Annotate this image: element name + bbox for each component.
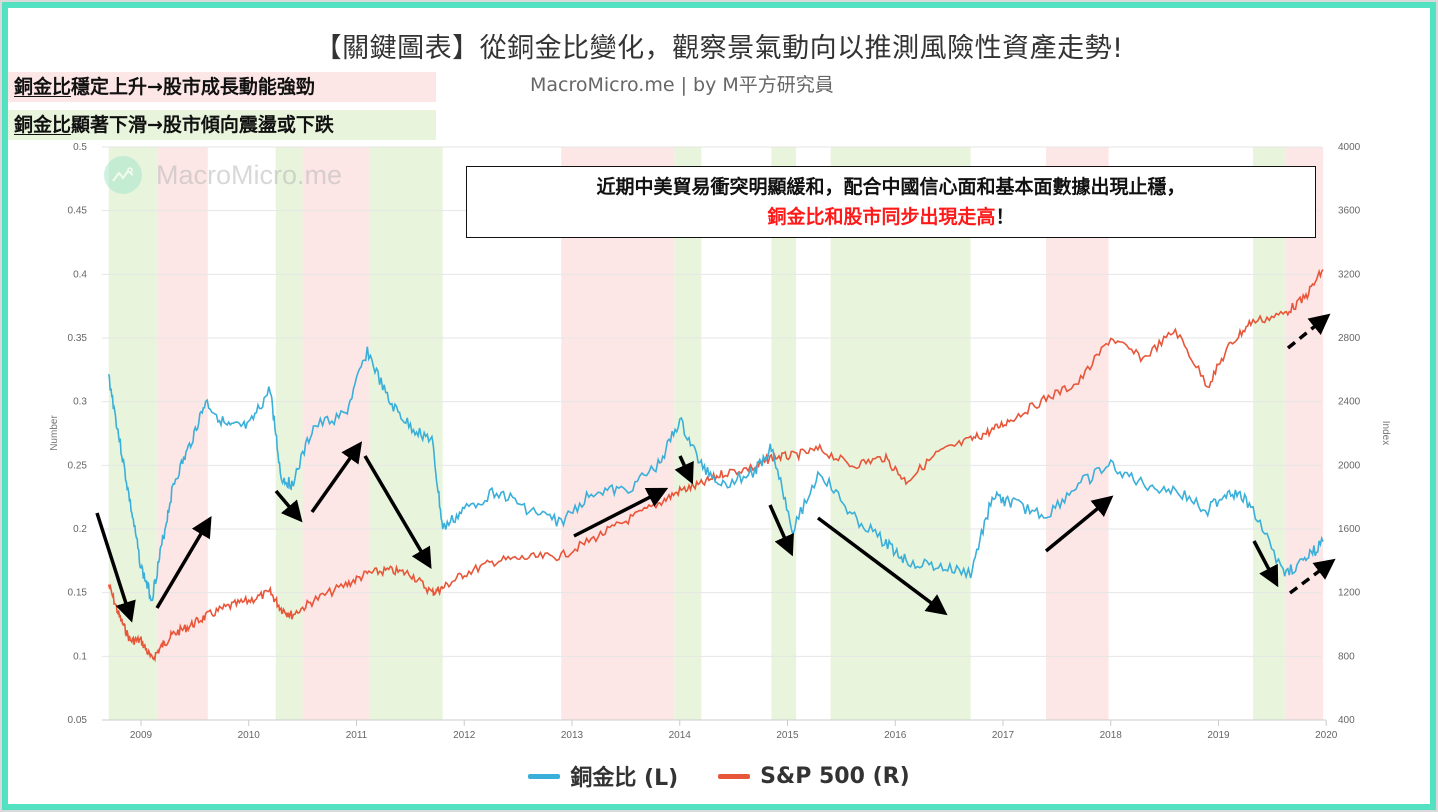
legend-item-copper-gold[interactable]: 銅金比 (L) bbox=[528, 760, 678, 792]
legend-label-sp500: S&P 500 (R) bbox=[760, 763, 910, 789]
shaded-band-red bbox=[302, 147, 370, 720]
x-tick: 2011 bbox=[346, 730, 368, 741]
y-tick-left: 0.35 bbox=[68, 333, 88, 344]
dashed-arrow-annotation bbox=[1288, 558, 1336, 595]
series-sp500 bbox=[107, 268, 1324, 663]
shaded-band-red bbox=[561, 147, 675, 720]
shaded-band-red bbox=[1046, 147, 1109, 720]
y-tick-left: 0.3 bbox=[73, 397, 87, 408]
shaded-band-green bbox=[674, 147, 702, 720]
x-tick: 2020 bbox=[1315, 730, 1338, 741]
note-rising: 銅金比穩定上升→股市成長動能強勁 bbox=[8, 72, 436, 102]
y-tick-right: 1200 bbox=[1338, 588, 1361, 599]
legend-swatch-copper-gold bbox=[528, 773, 561, 779]
legend-item-sp500[interactable]: S&P 500 (R) bbox=[718, 760, 910, 792]
shaded-band-green bbox=[369, 147, 443, 720]
y-tick-left: 0.1 bbox=[73, 651, 87, 662]
y-axis-title-left: Number bbox=[49, 415, 60, 451]
arrow-annotation bbox=[274, 489, 303, 523]
y-tick-right: 2400 bbox=[1338, 397, 1361, 408]
y-tick-left: 0.2 bbox=[73, 524, 87, 535]
y-tick-right: 400 bbox=[1338, 715, 1355, 726]
arrow-annotation bbox=[95, 512, 136, 623]
legend-label-copper-gold: 銅金比 (L) bbox=[570, 766, 679, 791]
shaded-band-green bbox=[275, 147, 303, 720]
y-tick-right: 800 bbox=[1338, 651, 1355, 662]
x-tick: 2009 bbox=[130, 730, 153, 741]
x-tick: 2016 bbox=[884, 730, 907, 741]
shaded-band-red bbox=[1285, 147, 1324, 720]
x-tick: 2013 bbox=[561, 730, 584, 741]
y-tick-right: 4000 bbox=[1338, 142, 1361, 153]
watermark: MacroMicro.me bbox=[104, 156, 342, 194]
note-falling: 銅金比顯著下滑→股市傾向震盪或下跌 bbox=[8, 110, 436, 140]
x-tick: 2010 bbox=[238, 730, 261, 741]
x-tick: 2019 bbox=[1207, 730, 1230, 741]
arrow-annotation bbox=[1252, 540, 1279, 588]
y-tick-right: 2000 bbox=[1338, 460, 1361, 471]
callout-line-1: 近期中美貿易衝突明顯緩和，配合中國信心面和基本面數據出現止穩， bbox=[596, 176, 1186, 198]
chart-legend: 銅金比 (L) S&P 500 (R) bbox=[0, 760, 1438, 792]
y-axis-title-right: Index bbox=[1380, 421, 1391, 445]
shaded-band-green bbox=[108, 147, 158, 720]
y-tick-left: 0.5 bbox=[73, 142, 87, 153]
arrow-annotation bbox=[573, 487, 669, 538]
chart-title: 【關鍵圖表】從銅金比變化，觀察景氣動向以推測風險性資產走勢! bbox=[314, 33, 1124, 64]
shaded-band-red bbox=[157, 147, 208, 720]
dashed-arrow-annotation bbox=[1286, 313, 1331, 350]
shaded-band-green bbox=[771, 147, 797, 720]
note-rising-keyword: 銅金比 bbox=[14, 76, 72, 98]
x-tick: 2015 bbox=[776, 730, 799, 741]
arrow-annotation bbox=[363, 455, 432, 570]
x-tick: 2018 bbox=[1100, 730, 1123, 741]
y-tick-left: 0.4 bbox=[73, 269, 87, 280]
arrow-annotation bbox=[310, 441, 363, 514]
arrow-annotation bbox=[816, 516, 948, 616]
shaded-band-green bbox=[830, 147, 971, 720]
y-tick-left: 0.25 bbox=[68, 460, 88, 471]
arrow-annotation bbox=[1044, 495, 1114, 553]
arrow-annotation bbox=[155, 515, 212, 609]
note-falling-keyword: 銅金比 bbox=[14, 114, 72, 136]
chart-subtitle: MacroMicro.me | by M平方研究員 bbox=[530, 74, 834, 96]
y-tick-left: 0.45 bbox=[68, 206, 88, 217]
watermark-text: MacroMicro.me bbox=[156, 159, 343, 190]
note-rising-text: 穩定上升→股市成長動能強勁 bbox=[71, 76, 315, 98]
series-copper-gold bbox=[107, 346, 1324, 602]
callout-line-2: 銅金比和股市同步出現走高！ bbox=[467, 202, 1315, 232]
y-tick-right: 2800 bbox=[1338, 333, 1361, 344]
y-tick-right: 3200 bbox=[1338, 269, 1361, 280]
y-tick-left: 0.05 bbox=[68, 715, 88, 726]
x-tick: 2014 bbox=[669, 730, 692, 741]
y-tick-right: 3600 bbox=[1338, 206, 1361, 217]
arrow-annotation bbox=[674, 455, 694, 485]
legend-swatch-sp500 bbox=[718, 773, 751, 779]
macromicro-logo-icon bbox=[104, 156, 142, 194]
arrow-annotation bbox=[768, 504, 794, 557]
annotation-callout: 近期中美貿易衝突明顯緩和，配合中國信心面和基本面數據出現止穩， 銅金比和股市同步… bbox=[466, 166, 1316, 238]
callout-highlight: 銅金比和股市同步出現走高 bbox=[767, 206, 996, 228]
callout-end: ！ bbox=[995, 206, 1015, 228]
shaded-band-green bbox=[1252, 147, 1286, 720]
y-tick-left: 0.15 bbox=[68, 588, 88, 599]
note-falling-text: 顯著下滑→股市傾向震盪或下跌 bbox=[71, 114, 334, 136]
x-tick: 2012 bbox=[453, 730, 476, 741]
y-tick-right: 1600 bbox=[1338, 524, 1361, 535]
x-tick: 2017 bbox=[992, 730, 1015, 741]
